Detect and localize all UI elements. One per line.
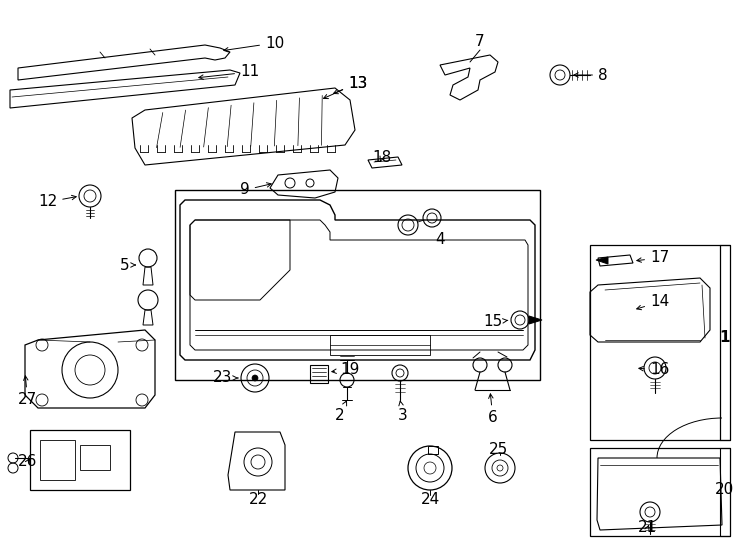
Text: 24: 24 (421, 492, 440, 508)
Text: 27: 27 (18, 376, 37, 408)
Text: 21: 21 (638, 521, 657, 536)
Text: 23: 23 (213, 370, 238, 386)
Bar (310, 365, 328, 383)
Text: 10: 10 (224, 36, 284, 52)
Text: 20: 20 (716, 483, 734, 497)
Text: 3: 3 (398, 401, 408, 422)
Text: 17: 17 (637, 251, 669, 266)
Text: 6: 6 (488, 394, 498, 426)
Text: 22: 22 (248, 492, 268, 508)
Bar (40, 440, 75, 480)
Text: 9: 9 (240, 183, 272, 198)
Bar (30, 430, 130, 490)
Polygon shape (596, 257, 608, 264)
Text: 2: 2 (335, 401, 346, 422)
Text: 5: 5 (120, 258, 136, 273)
Text: 19: 19 (332, 362, 360, 377)
Text: 25: 25 (488, 442, 508, 457)
Bar (590, 448, 730, 536)
Text: 13: 13 (333, 76, 368, 94)
Text: 26: 26 (18, 455, 37, 469)
Text: 14: 14 (636, 294, 669, 310)
Bar (330, 335, 430, 355)
Text: 15: 15 (483, 314, 508, 329)
Text: 18: 18 (372, 151, 391, 165)
Text: 1: 1 (720, 330, 730, 346)
Text: 16: 16 (639, 362, 669, 377)
Circle shape (252, 375, 258, 381)
Bar (175, 190, 540, 380)
Polygon shape (529, 316, 542, 324)
Text: 13: 13 (324, 76, 368, 99)
Text: 11: 11 (199, 64, 259, 79)
Text: 7: 7 (475, 35, 485, 50)
Text: 12: 12 (38, 194, 76, 210)
Bar (590, 245, 730, 440)
Bar (80, 445, 110, 470)
Text: 4: 4 (435, 233, 445, 247)
Bar (428, 446, 438, 454)
Text: 8: 8 (574, 68, 608, 83)
